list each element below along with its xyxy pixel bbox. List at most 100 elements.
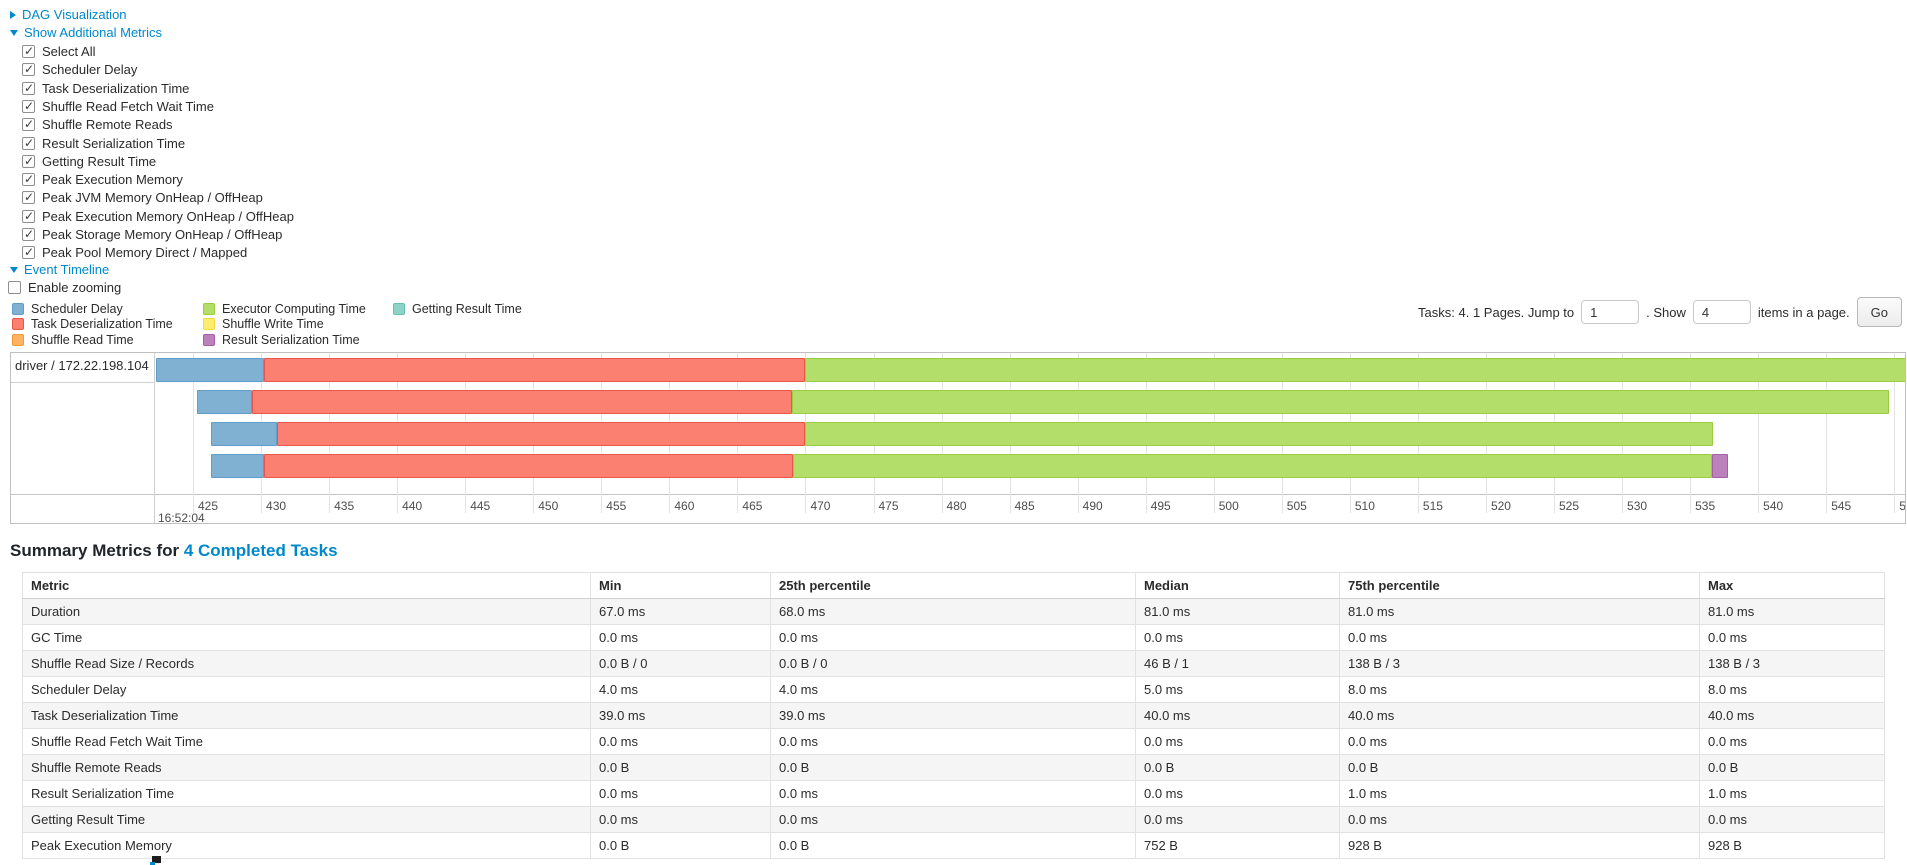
completed-tasks-link[interactable]: 4 Completed Tasks — [183, 541, 338, 560]
tick-label: 480 — [946, 499, 967, 513]
task-bar-result-serialization[interactable] — [1711, 454, 1729, 478]
metric-checkbox-peak-execution-memory[interactable]: Peak Execution Memory — [22, 172, 183, 187]
checkbox-label: Shuffle Remote Reads — [42, 117, 173, 133]
metric-value-cell: 0.0 B — [590, 832, 771, 859]
legend-swatch-icon — [12, 333, 24, 346]
legend-label: Getting Result Time — [412, 302, 522, 316]
metric-name-cell: Scheduler Delay — [22, 676, 591, 703]
checkbox-icon[interactable] — [8, 281, 21, 294]
metric-value-cell: 0.0 ms — [590, 806, 771, 833]
metric-value-cell: 0.0 ms — [1339, 624, 1700, 651]
tick-label: 425 — [198, 499, 219, 513]
metric-checkbox-scheduler-delay[interactable]: Scheduler Delay — [22, 62, 137, 77]
items-per-page-input[interactable] — [1692, 300, 1751, 324]
show-additional-metrics-label: Show Additional Metrics — [24, 25, 163, 40]
tick-label: 530 — [1627, 499, 1648, 513]
task-bar-scheduler-delay[interactable] — [197, 390, 252, 414]
tick-label: 465 — [742, 499, 763, 513]
table-row: Result Serialization Time 0.0 ms 0.0 ms 0.0… — [22, 780, 1885, 807]
task-bar-task-deserialization[interactable] — [263, 358, 806, 382]
checkbox-icon[interactable] — [22, 81, 35, 95]
metric-value-cell: 8.0 ms — [1339, 676, 1700, 703]
metric-value-cell: 0.0 B — [770, 832, 1136, 859]
metric-value-cell: 138 B / 3 — [1699, 650, 1885, 677]
metric-value-cell: 0.0 B — [1135, 754, 1340, 781]
metric-checkbox-peak-storage-memory-onheap-offheap[interactable]: Peak Storage Memory OnHeap / OffHeap — [22, 227, 282, 242]
enable-zooming-checkbox[interactable]: Enable zooming — [8, 280, 121, 295]
checkbox-icon[interactable] — [22, 245, 35, 260]
go-button[interactable]: Go — [1856, 297, 1902, 327]
jump-to-page-input[interactable] — [1581, 300, 1640, 324]
metric-value-cell: 1.0 ms — [1699, 780, 1885, 807]
checkbox-icon[interactable] — [22, 62, 35, 77]
legend-swatch-icon — [203, 303, 215, 315]
task-bar-task-deserialization[interactable] — [251, 390, 792, 414]
checkbox-icon[interactable] — [22, 227, 35, 241]
task-bar-scheduler-delay[interactable] — [156, 358, 264, 382]
metric-name-cell: Result Serialization Time — [22, 780, 591, 807]
event-timeline-link[interactable]: Event Timeline — [10, 262, 109, 277]
metric-checkbox-peak-execution-memory-onheap-offheap[interactable]: Peak Execution Memory OnHeap / OffHeap — [22, 209, 294, 224]
checkbox-icon[interactable] — [22, 136, 35, 150]
column-header-max: Max — [1699, 572, 1885, 599]
metric-value-cell: 752 B — [1135, 832, 1340, 859]
checkbox-icon[interactable] — [22, 117, 35, 132]
summary-title-prefix: Summary Metrics for — [10, 541, 184, 560]
metric-value-cell: 46 B / 1 — [1135, 650, 1340, 677]
tick-label: 525 — [1559, 499, 1580, 513]
table-row: Shuffle Read Size / Records 0.0 B / 0 0.0 … — [22, 650, 1885, 677]
task-bar-task-deserialization[interactable] — [277, 422, 806, 446]
metric-value-cell: 928 B — [1339, 832, 1700, 859]
metric-checkbox-shuffle-read-fetch-wait-time[interactable]: Shuffle Read Fetch Wait Time — [22, 99, 214, 114]
task-bar-scheduler-delay[interactable] — [210, 454, 264, 478]
dag-visualization-label: DAG Visualization — [22, 7, 127, 22]
metric-checkbox-getting-result-time[interactable]: Getting Result Time — [22, 154, 156, 169]
metric-checkbox-shuffle-remote-reads[interactable]: Shuffle Remote Reads — [22, 117, 173, 132]
checkbox-icon[interactable] — [22, 44, 35, 58]
tick-label: 470 — [810, 499, 831, 513]
task-bar-executor-computing[interactable] — [791, 390, 1889, 414]
show-additional-metrics-link[interactable]: Show Additional Metrics — [10, 25, 162, 40]
checkbox-icon[interactable] — [22, 209, 35, 223]
checkbox-label: Shuffle Read Fetch Wait Time — [42, 98, 214, 114]
metric-checkbox-peak-pool-memory-direct-mapped[interactable]: Peak Pool Memory Direct / Mapped — [22, 245, 247, 260]
dag-visualization-link[interactable]: DAG Visualization — [10, 7, 127, 22]
metric-name-cell: Peak Execution Memory — [22, 832, 591, 859]
gridline — [1826, 353, 1828, 513]
metric-value-cell: 0.0 B — [590, 754, 771, 781]
task-bar-executor-computing[interactable] — [805, 422, 1714, 446]
metric-checkbox-peak-jvm-memory-onheap-offheap[interactable]: Peak JVM Memory OnHeap / OffHeap — [22, 190, 263, 205]
legend-label: Task Deserialization Time — [31, 317, 173, 332]
task-bar-executor-computing[interactable] — [793, 454, 1712, 478]
timeline-legend: Scheduler Delay Task Deserialization Time… — [12, 302, 572, 350]
checkbox-icon[interactable] — [22, 172, 35, 187]
gridline — [1758, 353, 1760, 513]
clipped-next-heading-fragment — [152, 856, 161, 863]
metric-value-cell: 0.0 ms — [770, 780, 1136, 807]
metric-value-cell: 0.0 B / 0 — [590, 650, 771, 677]
event-timeline-chart: driver / 172.22.198.104 16:52:04 425 430 4… — [10, 352, 1906, 524]
show-text: . Show — [1646, 304, 1686, 320]
checkbox-icon[interactable] — [22, 190, 35, 205]
task-bar-scheduler-delay[interactable] — [210, 422, 278, 446]
metric-value-cell: 0.0 B — [770, 754, 1136, 781]
metric-value-cell: 8.0 ms — [1699, 676, 1885, 703]
column-header-median: Median — [1135, 572, 1340, 599]
metric-value-cell: 0.0 ms — [1699, 624, 1885, 651]
metric-value-cell: 81.0 ms — [1699, 598, 1885, 625]
metric-checkbox-result-serialization-time[interactable]: Result Serialization Time — [22, 136, 185, 151]
metric-value-cell: 0.0 ms — [1135, 728, 1340, 755]
table-row: GC Time 0.0 ms 0.0 ms 0.0 ms 0.0 ms 0.0 ms — [22, 624, 1885, 651]
column-header-metric: Metric — [22, 572, 591, 599]
enable-zooming-label: Enable zooming — [28, 280, 122, 295]
task-bar-executor-computing[interactable] — [805, 358, 1905, 382]
checkbox-icon[interactable] — [22, 99, 35, 113]
metric-checkbox-select-all[interactable]: Select All — [22, 44, 95, 59]
task-bar-task-deserialization[interactable] — [263, 454, 794, 478]
checkbox-icon[interactable] — [22, 154, 35, 168]
metric-value-cell: 0.0 ms — [770, 624, 1136, 651]
metric-value-cell: 67.0 ms — [590, 598, 771, 625]
metric-checkbox-task-deserialization-time[interactable]: Task Deserialization Time — [22, 81, 189, 96]
tick-label: 500 — [1218, 499, 1239, 513]
